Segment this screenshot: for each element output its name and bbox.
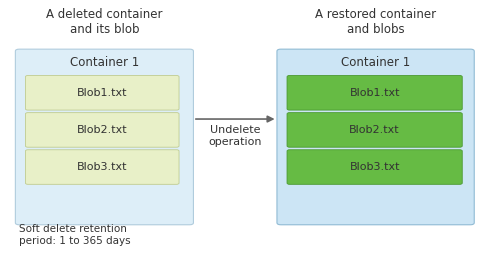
Text: Blob1.txt: Blob1.txt bbox=[349, 88, 400, 98]
Text: Blob3.txt: Blob3.txt bbox=[77, 162, 128, 172]
Text: Blob2.txt: Blob2.txt bbox=[349, 125, 400, 135]
FancyBboxPatch shape bbox=[25, 150, 179, 184]
FancyBboxPatch shape bbox=[15, 49, 193, 225]
FancyBboxPatch shape bbox=[25, 113, 179, 147]
Text: Soft delete retention: Soft delete retention bbox=[19, 224, 127, 234]
FancyBboxPatch shape bbox=[287, 150, 462, 184]
FancyBboxPatch shape bbox=[287, 76, 462, 110]
Text: Blob2.txt: Blob2.txt bbox=[77, 125, 128, 135]
Text: A restored container
and blobs: A restored container and blobs bbox=[315, 8, 436, 36]
Text: Container 1: Container 1 bbox=[70, 56, 139, 69]
FancyBboxPatch shape bbox=[25, 76, 179, 110]
Text: A deleted container
and its blob: A deleted container and its blob bbox=[47, 8, 163, 36]
Text: period: 1 to 365 days: period: 1 to 365 days bbox=[19, 236, 131, 246]
FancyBboxPatch shape bbox=[277, 49, 474, 225]
Text: Container 1: Container 1 bbox=[341, 56, 410, 69]
Text: Blob1.txt: Blob1.txt bbox=[77, 88, 128, 98]
FancyBboxPatch shape bbox=[287, 113, 462, 147]
Text: Undelete
operation: Undelete operation bbox=[208, 125, 262, 147]
Text: Blob3.txt: Blob3.txt bbox=[349, 162, 400, 172]
